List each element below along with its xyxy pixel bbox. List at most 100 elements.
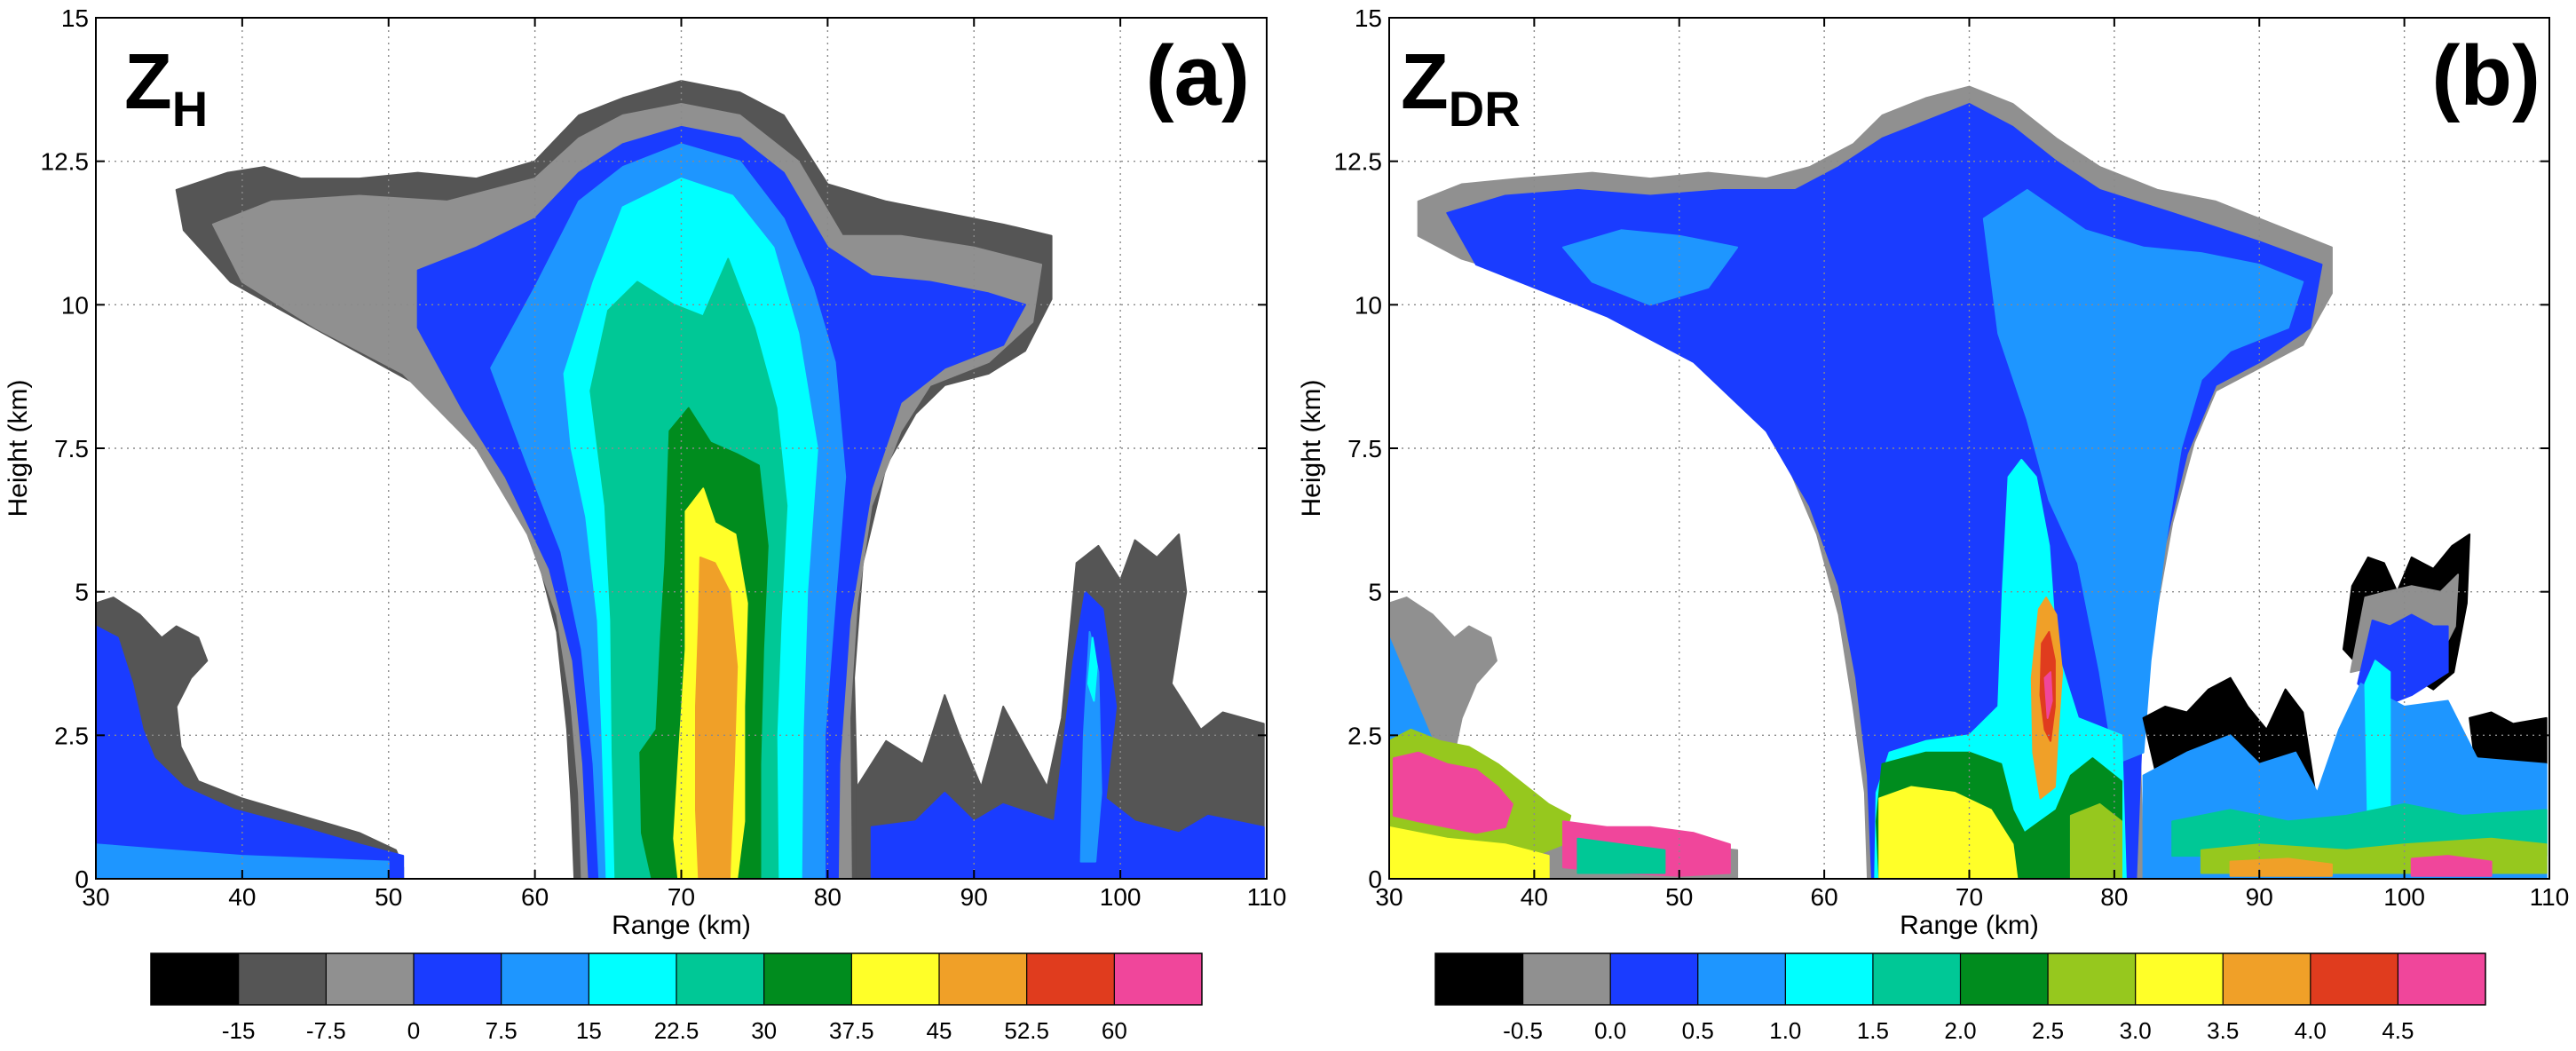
y-tick-label: 5 [75, 579, 89, 606]
y-tick-label: 2.5 [54, 722, 89, 749]
data-region-level-5 [1087, 636, 1098, 702]
colorbar-swatch [1114, 953, 1203, 1005]
x-tick-label: 60 [521, 883, 549, 911]
y-tick-label: 7.5 [54, 435, 89, 462]
colorbar-swatch [414, 953, 502, 1005]
colorbar-swatch [939, 953, 1028, 1005]
y-tick-label: 15 [61, 4, 89, 32]
y-tick-label: 2.5 [1347, 722, 1382, 749]
data-region-level-1 [856, 533, 1265, 879]
colorbar-swatch [1610, 953, 1699, 1005]
x-tick-label: 70 [1956, 883, 1983, 911]
colorbar-tick-label: 1.5 [1857, 1017, 1889, 1044]
y-tick-label: 12.5 [41, 148, 90, 176]
y-axis-label: Height (km) [4, 379, 33, 517]
data-region-level-4 [1079, 630, 1102, 863]
colorbar: -15 -7.5 0 7.5 15 22.5 30 37.5 45 52.5 60 [150, 952, 1203, 1044]
data-region-level-8 [1389, 826, 1550, 879]
x-tick-label: 40 [1521, 883, 1548, 911]
data-region-level-3 [1562, 229, 1739, 306]
colorbar-tick-label: 0.5 [1682, 1017, 1714, 1044]
x-tick-label: 50 [375, 883, 402, 911]
colorbar-swatch [1960, 953, 2049, 1005]
x-tick-label: 60 [1811, 883, 1838, 911]
y-tick-label: 0 [75, 865, 89, 893]
x-tick-label: 80 [2100, 883, 2128, 911]
colorbar-tick-label: 2.0 [1944, 1017, 1976, 1044]
data-region-level-9 [695, 556, 739, 879]
colorbar-tick-label: 22.5 [654, 1017, 699, 1044]
y-tick-label: 12.5 [1334, 148, 1383, 176]
data-layers [1389, 85, 2548, 879]
colorbar-tick-label: 1.0 [1769, 1017, 1801, 1044]
colorbar-swatch [1026, 953, 1115, 1005]
colorbar-tick-label: 0.0 [1594, 1017, 1626, 1044]
x-tick-label: 30 [82, 883, 109, 911]
colorbar-swatch [676, 953, 765, 1005]
colorbar-tick-label: 60 [1102, 1017, 1127, 1044]
data-region-level-11 [2410, 855, 2493, 877]
y-tick-label: 7.5 [1347, 435, 1382, 462]
colorbar-swatch [501, 953, 589, 1005]
y-tick-label: 10 [61, 291, 89, 319]
data-region-level-4 [96, 843, 390, 879]
colorbar-swatch [1872, 953, 1961, 1005]
colorbar-swatch [1435, 953, 1524, 1005]
data-region-level-11 [1392, 751, 1513, 834]
y-tick-label: 0 [1368, 865, 1382, 893]
data-region-level-8 [1878, 786, 2019, 879]
y-tick-label: 5 [1368, 579, 1382, 606]
colorbar-swatch [1522, 953, 1611, 1005]
panel-label: (a) [1146, 28, 1250, 123]
colorbar-tick-label: 4.0 [2295, 1017, 2327, 1044]
colorbar-swatch [851, 953, 940, 1005]
y-tick-label: 15 [1355, 4, 1382, 32]
variable-main: Z [1401, 37, 1449, 125]
x-tick-label: 80 [814, 883, 842, 911]
colorbar-swatch [326, 953, 415, 1005]
x-tick-label: 40 [228, 883, 256, 911]
data-region-level-5 [1576, 837, 1666, 874]
colorbar-tick-label: 52.5 [1004, 1017, 1049, 1044]
x-tick-label: 90 [2246, 883, 2273, 911]
x-tick-label: 100 [1100, 883, 1142, 911]
x-tick-label: 30 [1375, 883, 1403, 911]
colorbar-swatch [2398, 953, 2486, 1005]
colorbar-swatch [1697, 953, 1786, 1005]
gridlines [1389, 18, 2549, 879]
data-layers [96, 80, 1265, 879]
panel-zdr: 30 40 50 60 70 80 90 100 110 0 2.5 5 7.5 10 12.5 15 Rang… [1297, 4, 2569, 1044]
y-tick-label: 10 [1355, 291, 1382, 319]
x-tick-label: 70 [668, 883, 695, 911]
x-axis-label: Range (km) [1900, 911, 2039, 940]
colorbar-swatch [151, 953, 240, 1005]
panel-label: (b) [2431, 28, 2540, 123]
data-region-level-0 [2469, 711, 2548, 771]
colorbar-tick-label: 30 [751, 1017, 777, 1044]
colorbar-tick-label: 37.5 [829, 1017, 874, 1044]
data-region-level-9 [2229, 857, 2333, 877]
x-tick-label: 110 [2530, 883, 2570, 911]
colorbar-tick-label: 3.0 [2120, 1017, 2152, 1044]
colorbar-swatch [763, 953, 852, 1005]
colorbar-tick-label: 4.5 [2382, 1017, 2414, 1044]
panel-zh: 30 40 50 60 70 80 90 100 110 0 2.5 5 7.5 10 12.5 15 Rang… [4, 4, 1286, 1044]
gridlines [96, 18, 1267, 879]
colorbar-tick-label: 0 [407, 1017, 420, 1044]
colorbar-swatch [589, 953, 677, 1005]
colorbar: -0.5 0.0 0.5 1.0 1.5 2.0 2.5 3.0 3.5 4.0 4.5 [1434, 952, 2486, 1044]
x-tick-label: 110 [1247, 883, 1287, 911]
colorbar-tick-label: 45 [927, 1017, 952, 1044]
colorbar-tick-label: -15 [222, 1017, 256, 1044]
colorbar-tick-label: 3.5 [2207, 1017, 2239, 1044]
colorbar-swatch [2223, 953, 2311, 1005]
x-axis-label: Range (km) [612, 911, 751, 940]
x-tick-label: 100 [2383, 883, 2425, 911]
variable-subscript: H [172, 81, 208, 137]
x-tick-label: 50 [1665, 883, 1693, 911]
data-region-level-3 [1982, 189, 2304, 765]
colorbar-tick-label: -7.5 [306, 1017, 346, 1044]
variable-subscript: DR [1449, 81, 1521, 137]
y-axis-label: Height (km) [1297, 379, 1326, 517]
